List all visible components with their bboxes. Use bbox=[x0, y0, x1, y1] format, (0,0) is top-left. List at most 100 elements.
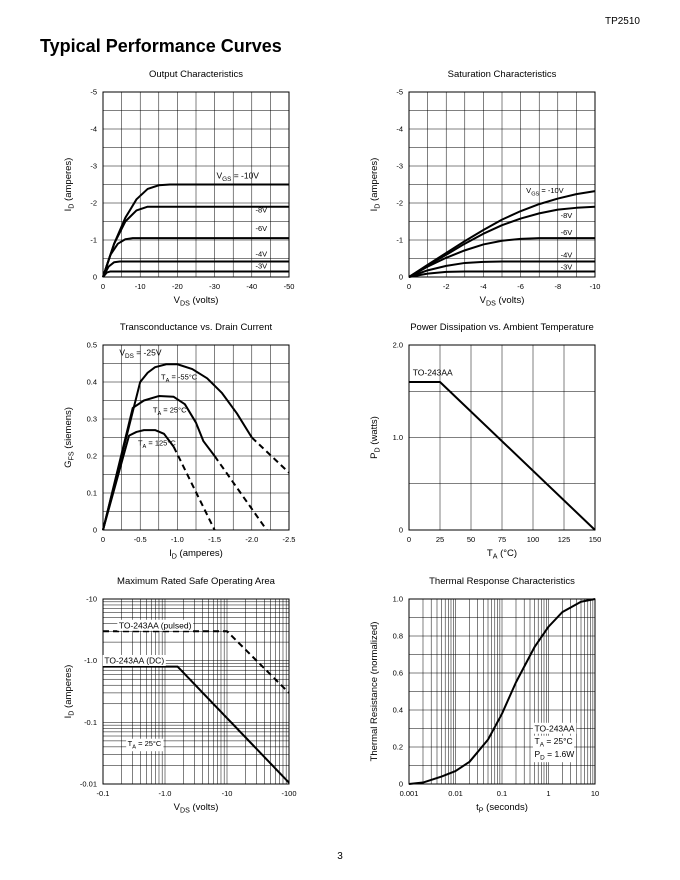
x-axis-label: tP​ (seconds) bbox=[476, 802, 528, 815]
chart-transconductance: 0 -0.5 -1.0 -1.5 -2.0 -2.5 0 0.1 0.2 0.3 0.4 0.5 Tra… bbox=[63, 322, 295, 561]
x-tick-label: 10 bbox=[591, 789, 599, 798]
y-tick-label: 0 bbox=[93, 273, 97, 282]
series-label: VDS​ = -25V bbox=[119, 347, 161, 360]
series-line bbox=[409, 381, 596, 531]
x-tick-label: 0 bbox=[407, 282, 411, 291]
plot-frame bbox=[408, 344, 596, 531]
series-line bbox=[408, 260, 595, 278]
x-tick-label: -20 bbox=[172, 282, 183, 291]
chart-title: Thermal Response Characteristics bbox=[429, 576, 575, 587]
y-tick-label: 1.0 bbox=[393, 595, 403, 604]
series-label: -4V bbox=[561, 250, 573, 259]
label-background bbox=[533, 735, 575, 750]
chart-title: Output Characteristics bbox=[149, 69, 243, 80]
chart-saturation: 0 -2 -4 -6 -8 -10 0 -1 -2 -3 -4 -5 Saturation Charac… bbox=[369, 69, 600, 308]
y-tick-label: -1.0 bbox=[84, 656, 97, 665]
y-tick-label: 0 bbox=[93, 526, 97, 535]
x-tick-label: -2 bbox=[443, 282, 450, 291]
y-tick-label: -5 bbox=[90, 88, 97, 97]
x-tick-label: -30 bbox=[209, 282, 220, 291]
y-tick-label: 0 bbox=[399, 273, 403, 282]
y-tick-label: -1 bbox=[90, 236, 97, 245]
x-tick-label: -10 bbox=[590, 282, 601, 291]
x-tick-label: -0.5 bbox=[134, 535, 147, 544]
x-tick-label: 0.001 bbox=[400, 789, 419, 798]
y-axis-label: ID​ (amperes) bbox=[369, 158, 382, 212]
y-tick-label: 0.2 bbox=[393, 743, 403, 752]
series-line bbox=[408, 237, 595, 278]
series-line bbox=[102, 260, 289, 278]
chart-title: Transconductance vs. Drain Current bbox=[120, 322, 273, 333]
series-label: TO-243AA (DC) bbox=[104, 655, 164, 665]
label-background bbox=[126, 738, 164, 752]
series-label: TA​ = 25°C bbox=[153, 405, 187, 417]
y-tick-label: -1 bbox=[396, 236, 403, 245]
series-line bbox=[408, 270, 595, 278]
y-tick-label: 0.5 bbox=[87, 341, 97, 350]
series-line bbox=[102, 270, 289, 278]
series-label: TA​ = 25°C bbox=[128, 739, 162, 751]
x-tick-label: 75 bbox=[498, 535, 506, 544]
section-title: Typical Performance Curves bbox=[40, 36, 282, 56]
series-line bbox=[408, 190, 596, 278]
y-tick-label: -10 bbox=[86, 595, 97, 604]
y-tick-label: 1.0 bbox=[393, 433, 403, 442]
series-line bbox=[408, 598, 596, 785]
x-tick-label: -2.5 bbox=[283, 535, 296, 544]
series-line bbox=[408, 205, 596, 278]
series-label: TA​ = 25°C bbox=[535, 736, 573, 749]
y-tick-label: 0.4 bbox=[87, 378, 97, 387]
x-tick-label: -10 bbox=[135, 282, 146, 291]
page-number: 3 bbox=[337, 851, 343, 862]
x-axis-label: VDS​ (volts) bbox=[174, 802, 219, 815]
x-tick-label: -100 bbox=[281, 789, 296, 798]
y-tick-label: 0.6 bbox=[393, 669, 403, 678]
plot-frame bbox=[408, 91, 596, 278]
label-background bbox=[117, 619, 194, 631]
series-line bbox=[172, 446, 216, 531]
series-label: -6V bbox=[256, 224, 268, 233]
part-number: TP2510 bbox=[604, 16, 640, 27]
series-label: -4V bbox=[256, 250, 268, 259]
y-tick-label: 2.0 bbox=[393, 341, 403, 350]
x-tick-label: -40 bbox=[246, 282, 257, 291]
x-axis-label: TA​ (°C) bbox=[487, 548, 517, 561]
x-tick-label: -1.5 bbox=[208, 535, 221, 544]
y-tick-label: 0.4 bbox=[393, 706, 403, 715]
series-line bbox=[102, 237, 289, 278]
series-label: -6V bbox=[561, 228, 573, 237]
series-line bbox=[103, 630, 290, 694]
chart-thermal: 0.001 0.01 0.1 1 10 0 0.2 0.4 0.6 0.8 1.0 Thermal R… bbox=[369, 576, 599, 815]
x-tick-label: 0 bbox=[101, 282, 105, 291]
x-tick-label: 0.1 bbox=[497, 789, 507, 798]
series-line bbox=[103, 665, 290, 784]
x-tick-label: -6 bbox=[517, 282, 524, 291]
x-tick-label: -8 bbox=[554, 282, 561, 291]
series-label: TO-243AA (pulsed) bbox=[119, 620, 192, 630]
y-tick-label: -4 bbox=[90, 125, 97, 134]
series-line bbox=[213, 455, 268, 531]
chart-title: Saturation Characteristics bbox=[448, 69, 557, 80]
x-axis-label: ID​ (amperes) bbox=[169, 548, 223, 561]
series-label: TA​ = -55°C bbox=[161, 372, 198, 384]
label-background bbox=[533, 748, 576, 763]
series-label: -3V bbox=[256, 261, 268, 270]
y-axis-label: PD​ (watts) bbox=[369, 416, 382, 459]
x-tick-label: 125 bbox=[558, 535, 571, 544]
x-tick-label: -1.0 bbox=[171, 535, 184, 544]
chart-output: 0 -10 -20 -30 -40 -50 0 -1 -2 -3 -4 -5 Output Charac… bbox=[63, 69, 294, 308]
series-label: VGS​ = -10V bbox=[526, 186, 564, 198]
x-tick-label: 50 bbox=[467, 535, 475, 544]
y-axis-label: Thermal Resistance (normalized) bbox=[369, 622, 380, 762]
y-tick-label: -3 bbox=[90, 162, 97, 171]
label-background bbox=[533, 722, 577, 734]
y-tick-label: -3 bbox=[396, 162, 403, 171]
plot-frame bbox=[102, 344, 290, 531]
y-tick-label: -2 bbox=[90, 199, 97, 208]
y-tick-label: 0.3 bbox=[87, 415, 97, 424]
x-axis-label: VDS​ (volts) bbox=[480, 295, 525, 308]
y-tick-label: -4 bbox=[396, 125, 403, 134]
series-line bbox=[251, 436, 290, 474]
y-tick-label: -0.1 bbox=[84, 718, 97, 727]
